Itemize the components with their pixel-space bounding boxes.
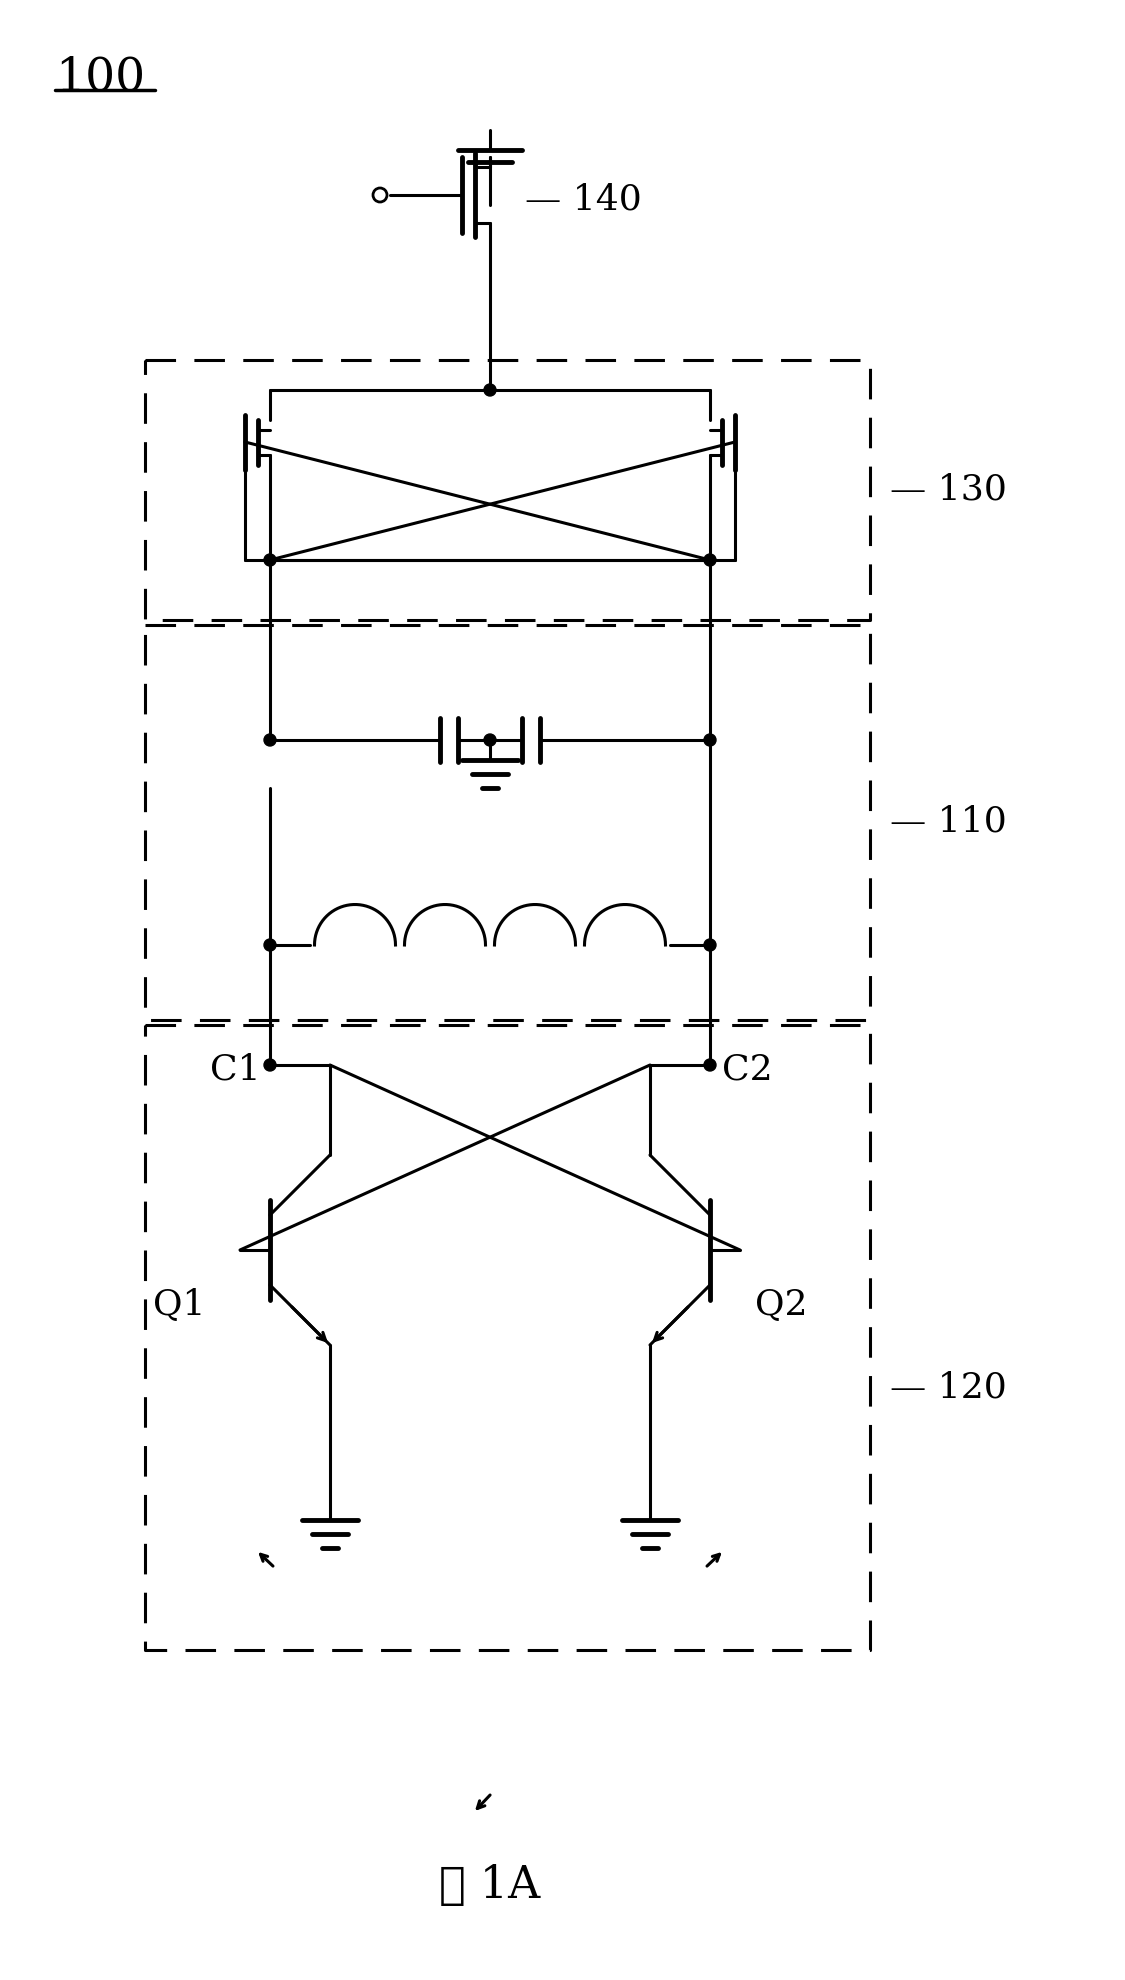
Circle shape <box>704 939 716 950</box>
Text: Q1: Q1 <box>153 1289 206 1323</box>
Text: 图 1A: 图 1A <box>440 1863 541 1907</box>
Circle shape <box>264 1059 276 1071</box>
Text: — 110: — 110 <box>890 806 1007 840</box>
Text: — 120: — 120 <box>890 1370 1007 1404</box>
Text: Q2: Q2 <box>755 1289 808 1323</box>
Text: 100: 100 <box>55 55 145 101</box>
Circle shape <box>264 735 276 746</box>
Circle shape <box>704 554 716 566</box>
Text: — 130: — 130 <box>890 473 1007 507</box>
Text: C2: C2 <box>722 1053 773 1087</box>
Circle shape <box>704 735 716 746</box>
Text: — 140: — 140 <box>525 182 641 218</box>
Circle shape <box>704 1059 716 1071</box>
Circle shape <box>264 554 276 566</box>
Circle shape <box>484 384 496 396</box>
Circle shape <box>264 939 276 950</box>
Text: C1: C1 <box>210 1053 261 1087</box>
Circle shape <box>484 735 496 746</box>
